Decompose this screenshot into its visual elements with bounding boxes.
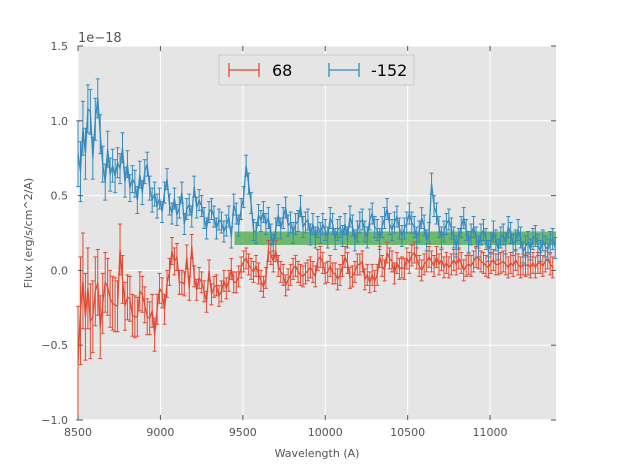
- y-axis-label: Flux (erg/s/cm^2/A): [22, 178, 35, 288]
- series-line: [77, 246, 554, 364]
- y-tick-label: 0.5: [51, 190, 69, 203]
- x-tick-label: 9500: [229, 426, 257, 439]
- legend-marker-68: [228, 63, 260, 77]
- axis-ticks: 8500 9000 9500 10000 10500 11000 −1.0 −0.5 0.0 0.…: [41, 40, 556, 439]
- y-tick-label: 1.0: [51, 115, 69, 128]
- y-tick-label: 0.0: [51, 264, 69, 277]
- legend: 68 -152: [218, 54, 415, 86]
- series-68: [76, 223, 555, 421]
- x-tick-label: 9000: [146, 426, 174, 439]
- legend-label-68: 68: [272, 61, 292, 80]
- error-bar: [550, 256, 555, 279]
- series-line: [77, 98, 556, 255]
- y-tick-label: −1.0: [41, 414, 68, 427]
- x-tick-label: 8500: [64, 426, 92, 439]
- x-axis-label: Wavelength (A): [275, 447, 360, 460]
- legend-marker-neg-152: [328, 63, 360, 77]
- legend-label-neg-152: -152: [371, 61, 407, 80]
- x-tick-label: 11000: [473, 426, 508, 439]
- y-tick-label: −0.5: [41, 339, 68, 352]
- series-layer: [76, 78, 558, 421]
- y-offset-label: 1e−18: [78, 31, 122, 46]
- x-tick-label: 10000: [308, 426, 343, 439]
- series-neg-152: [76, 78, 558, 264]
- y-tick-label: 1.5: [51, 40, 69, 53]
- x-tick-label: 10500: [390, 426, 425, 439]
